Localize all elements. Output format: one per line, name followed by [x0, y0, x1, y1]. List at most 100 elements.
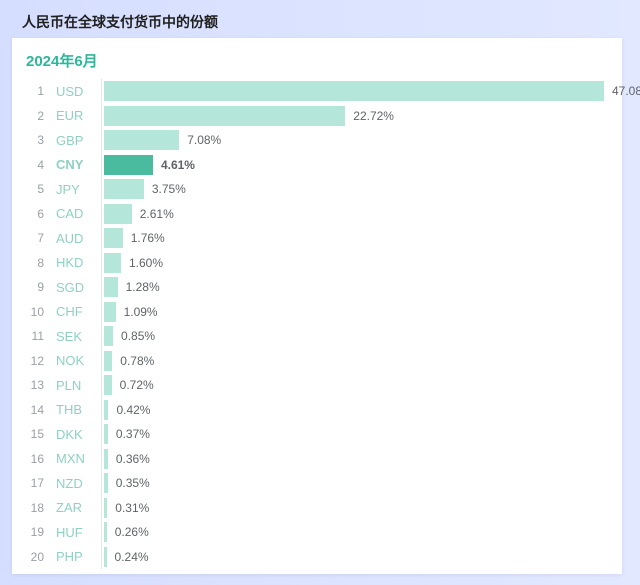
percent-label: 0.72%: [120, 378, 154, 392]
table-row: 20PHP0.24%: [22, 545, 612, 570]
bar-area: 0.78%: [104, 349, 612, 374]
percent-label: 1.60%: [129, 256, 163, 270]
bar-area: 22.72%: [104, 104, 612, 129]
rank-cell: 1: [22, 84, 44, 98]
table-row: 18 ZAR 0.31%: [22, 496, 612, 521]
percent-label: 7.08%: [187, 133, 221, 147]
bar: [104, 277, 118, 297]
table-row: 10CHF1.09%: [22, 300, 612, 325]
currency-code: MXN: [56, 451, 96, 466]
bar: [104, 400, 108, 420]
currency-code: DKK: [56, 427, 96, 442]
bar: [104, 547, 107, 567]
table-row: 9 SGD 1.28%: [22, 275, 612, 300]
currency-code: CNY: [56, 157, 96, 172]
rank-cell: 5: [22, 182, 44, 196]
bar-area: 0.85%: [104, 324, 612, 349]
rank-cell: 10: [22, 305, 44, 319]
rank-cell: 11: [22, 329, 44, 343]
bar-area: 0.31%: [104, 496, 612, 521]
table-row: 11SEK0.85%: [22, 324, 612, 349]
currency-code: CAD: [56, 206, 96, 221]
table-row: 2 EUR 22.72%: [22, 104, 612, 129]
rank-cell: 19: [22, 525, 44, 539]
currency-code: GBP: [56, 133, 96, 148]
bar-area: 0.35%: [104, 471, 612, 496]
rank-cell: 13: [22, 378, 44, 392]
table-row: 14 THB 0.42%: [22, 398, 612, 423]
bar: [104, 130, 179, 150]
table-row: 13 PLN 0.72%: [22, 373, 612, 398]
bar-area: 3.75%: [104, 177, 612, 202]
rank-cell: 7: [22, 231, 44, 245]
rank-cell: 20: [22, 550, 44, 564]
table-row: 4CNY4.61%: [22, 153, 612, 178]
table-row: 15 DKK 0.37%: [22, 422, 612, 447]
percent-label: 2.61%: [140, 207, 174, 221]
rank-cell: 8: [22, 256, 44, 270]
currency-code: ZAR: [56, 500, 96, 515]
percent-label: 0.85%: [121, 329, 155, 343]
bar: [104, 228, 123, 248]
bar-area: 0.36%: [104, 447, 612, 472]
percent-label: 0.37%: [116, 427, 150, 441]
rank-cell: 17: [22, 476, 44, 490]
bar-area: 1.09%: [104, 300, 612, 325]
bar-area: 0.72%: [104, 373, 612, 398]
rank-cell: 14: [22, 403, 44, 417]
bar: [104, 498, 107, 518]
currency-code: PLN: [56, 378, 96, 393]
bar: [104, 424, 108, 444]
chart-rows: 1USD47.08%2EUR22.72%3GBP7.08%4CNY4.61%5J…: [22, 79, 612, 569]
percent-label: 1.76%: [131, 231, 165, 245]
rank-cell: 18: [22, 501, 44, 515]
currency-code: SGD: [56, 280, 96, 295]
rank-cell: 9: [22, 280, 44, 294]
table-row: 19 HUF 0.26%: [22, 520, 612, 545]
bar: [104, 375, 112, 395]
bar-area: 7.08%: [104, 128, 612, 153]
rank-cell: 15: [22, 427, 44, 441]
rank-cell: 2: [22, 109, 44, 123]
currency-code: HUF: [56, 525, 96, 540]
bar: [104, 473, 108, 493]
table-row: 3 GBP 7.08%: [22, 128, 612, 153]
bar-area: 1.60%: [104, 251, 612, 276]
rank-cell: 12: [22, 354, 44, 368]
currency-code: EUR: [56, 108, 96, 123]
percent-label: 47.08%: [612, 84, 640, 98]
percent-label: 1.09%: [124, 305, 158, 319]
rank-cell: 3: [22, 133, 44, 147]
table-row: 1USD47.08%: [22, 79, 612, 104]
bar: [104, 155, 153, 175]
currency-code: USD: [56, 84, 96, 99]
bar: [104, 253, 121, 273]
table-row: 8HKD1.60%: [22, 251, 612, 276]
bar-area: 0.26%: [104, 520, 612, 545]
currency-code: NZD: [56, 476, 96, 491]
table-row: 16 MXN 0.36%: [22, 447, 612, 472]
chart-card: 2024年6月 1USD47.08%2EUR22.72%3GBP7.08%4CN…: [12, 38, 622, 574]
table-row: 5JPY3.75%: [22, 177, 612, 202]
rank-cell: 16: [22, 452, 44, 466]
table-row: 17 NZD 0.35%: [22, 471, 612, 496]
percent-label: 1.28%: [126, 280, 160, 294]
bar: [104, 81, 604, 101]
percent-label: 0.35%: [116, 476, 150, 490]
percent-label: 3.75%: [152, 182, 186, 196]
bar-area: 1.28%: [104, 275, 612, 300]
bar: [104, 522, 107, 542]
percent-label: 4.61%: [161, 158, 195, 172]
bar-area: 4.61%: [104, 153, 612, 178]
bar: [104, 204, 132, 224]
bar-area: 0.42%: [104, 398, 612, 423]
percent-label: 0.31%: [115, 501, 149, 515]
bar-area: 0.24%: [104, 545, 612, 570]
chart-subtitle: 2024年6月: [26, 50, 612, 71]
axis-separator: [101, 79, 102, 569]
currency-code: THB: [56, 402, 96, 417]
bar-area: 0.37%: [104, 422, 612, 447]
bar: [104, 351, 112, 371]
percent-label: 0.24%: [115, 550, 149, 564]
page-title: 人民币在全球支付货币中的份额: [22, 12, 218, 32]
